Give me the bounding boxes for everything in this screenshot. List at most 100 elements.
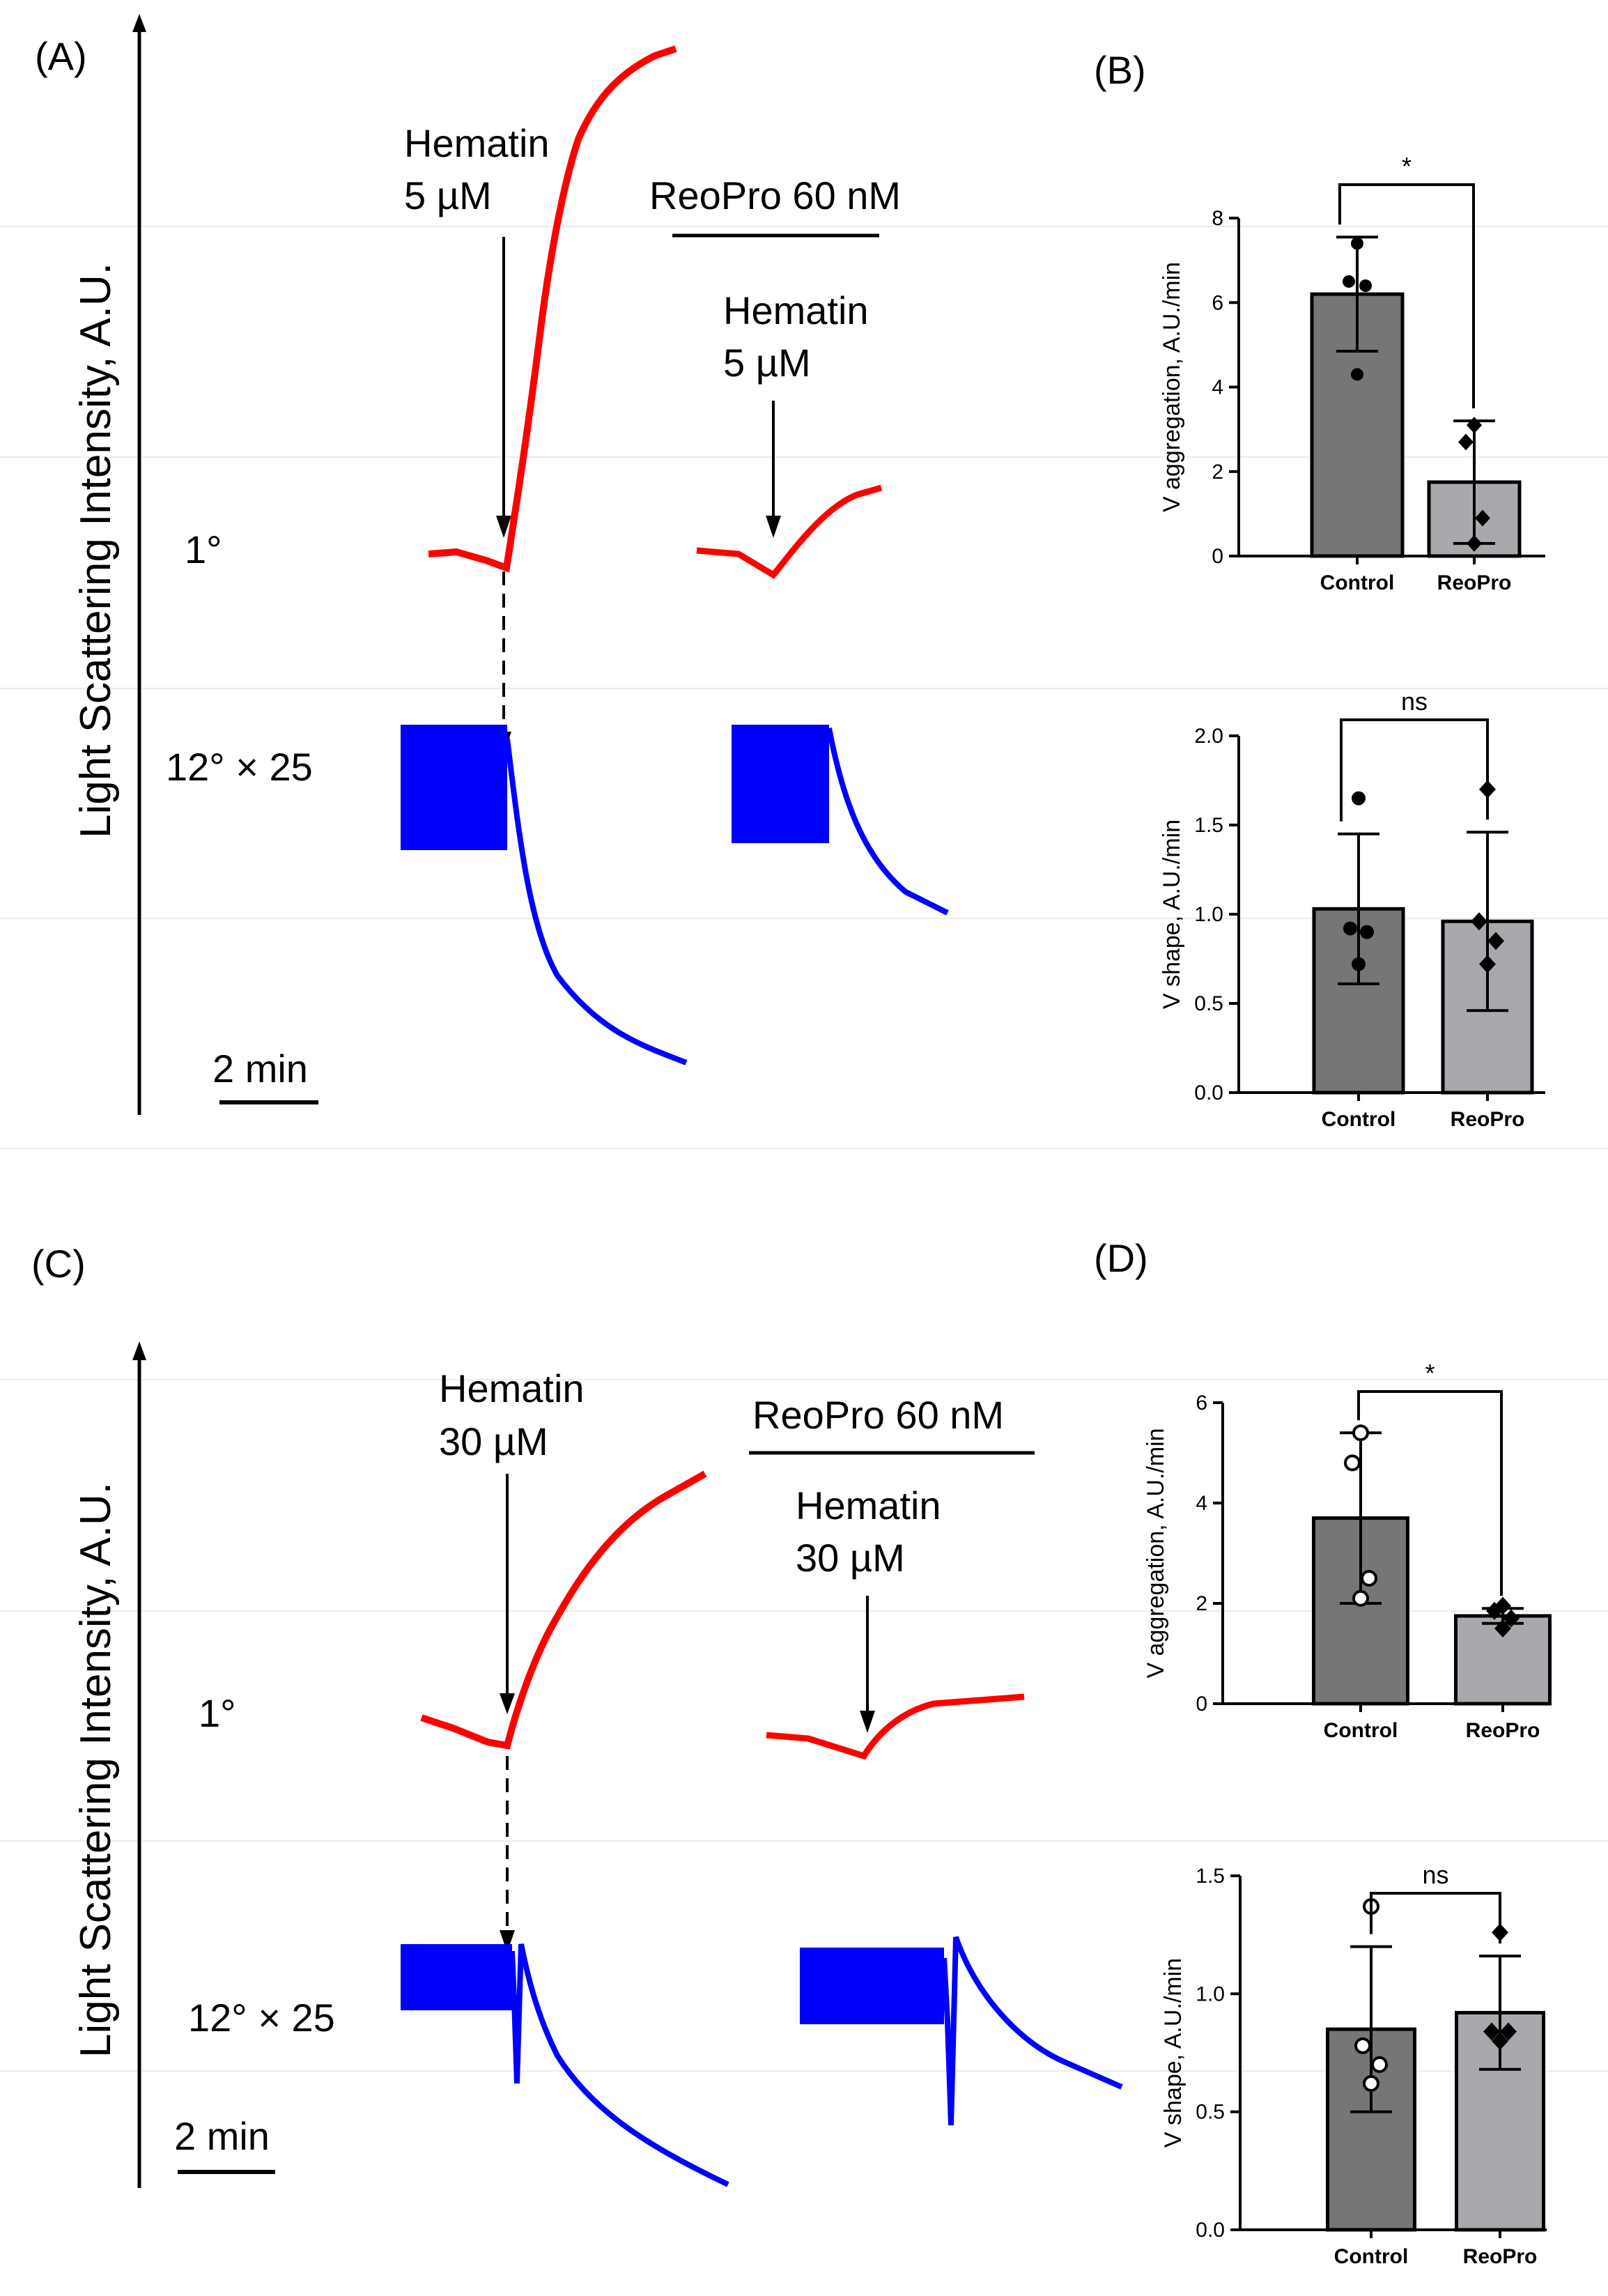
panel-a-decay-curve (504, 738, 688, 1065)
data-point (1492, 2032, 1508, 2051)
panel-a-row-1deg: 1° (185, 527, 222, 571)
panel-a-hematin-label: Hematin (404, 121, 550, 165)
y-tick-label: 2 (1212, 461, 1223, 484)
panel-c-hematin-label: Hematin (439, 1366, 585, 1410)
data-point (1371, 2056, 1388, 2073)
panel-c-label: (C) (31, 1242, 86, 1286)
chart-B-aggregation: 0 2 4 6 8 V aggregation, A.U./min Control ReoPr… (1159, 152, 1545, 594)
significance-label: * (1402, 152, 1412, 180)
bar-charts: 0 2 4 6 8 V aggregation, A.U./min Control ReoPr… (1143, 152, 1552, 2268)
y-axis-label: V shape, A.U./min (1160, 1958, 1186, 2148)
panel-a: (A) Light Scattering Intensity, A.U. 1° … (35, 14, 949, 1115)
panel-a-row-12deg: 12° × 25 (166, 745, 313, 789)
data-point (1500, 2022, 1517, 2041)
x-tick-label: ReoPro (1466, 1719, 1540, 1742)
x-tick-label: ReoPro (1437, 571, 1512, 594)
panel-c-noise-block (401, 1944, 512, 2010)
data-point (1467, 417, 1482, 434)
data-point (1467, 534, 1482, 552)
data-point (1494, 1619, 1511, 1638)
data-point (1360, 925, 1374, 939)
x-tick-label: ReoPro (1451, 1108, 1525, 1131)
data-point (1487, 932, 1504, 950)
data-point (1351, 368, 1363, 381)
y-tick-label: 0 (1196, 1693, 1207, 1716)
y-tick-label: 0.5 (1194, 992, 1223, 1015)
panel-a-hematin2-dose: 5 µM (723, 341, 811, 385)
significance-bracket (1357, 1390, 1503, 1596)
data-point (1483, 2022, 1500, 2041)
panel-a-trace-1deg-reopro (696, 484, 883, 579)
y-tick-label: 1.5 (1196, 1865, 1225, 1888)
y-tick-label: 6 (1196, 1392, 1207, 1415)
data-point (1354, 2037, 1371, 2054)
data-point (1503, 1609, 1520, 1628)
panel-c-reopro-label: ReoPro 60 nM (752, 1393, 1004, 1437)
data-point (1359, 279, 1372, 292)
panel-c-dashed-arrowhead (500, 1930, 515, 1952)
data-point (1479, 955, 1496, 973)
y-tick-label: 8 (1212, 207, 1223, 230)
panel-a-noise-block-2 (732, 725, 829, 843)
panel-c-hematin2-dose: 30 µM (796, 1536, 905, 1580)
y-tick-label: 1.5 (1194, 814, 1223, 837)
data-point (1352, 1589, 1369, 1607)
significance-label: ns (1401, 687, 1428, 716)
data-point (1352, 1424, 1369, 1442)
panel-c-trace-1deg-reopro (766, 1693, 1025, 1760)
y-tick-label: 2 (1196, 1592, 1207, 1615)
panel-c-hematin-dose: 30 µM (439, 1419, 548, 1463)
x-tick-label: Control (1324, 1719, 1398, 1742)
data-point (1344, 1454, 1361, 1472)
panel-a-hematin-dose: 5 µM (404, 174, 492, 217)
x-tick-label: Control (1322, 1108, 1396, 1131)
panel-a-y-axis-label: Light Scattering Intensity, A.U. (72, 263, 120, 838)
y-tick-label: 0.0 (1196, 2219, 1225, 2242)
y-tick-label: 2.0 (1194, 725, 1223, 748)
y-tick-label: 0 (1212, 545, 1223, 568)
significance-bracket (1340, 718, 1489, 822)
data-point (1352, 791, 1366, 806)
panel-c-row-12deg: 12° × 25 (188, 1996, 335, 2040)
panel-c-scale-label: 2 min (174, 2114, 270, 2158)
panel-c-decay-curve (509, 1943, 729, 2187)
x-tick-label: Control (1334, 2245, 1409, 2268)
y-axis-label: V aggregation, A.U./min (1159, 262, 1185, 512)
panel-a-decay-curve-2 (826, 727, 949, 916)
significance-label: ns (1422, 1860, 1448, 1889)
y-tick-label: 0.0 (1194, 1081, 1223, 1104)
panel-a-label: (A) (35, 34, 87, 78)
panel-b-label: (B) (1094, 48, 1146, 92)
background-gridlines (0, 226, 1608, 2072)
data-point (1351, 237, 1363, 250)
panel-a-trace-1deg-control (428, 45, 677, 573)
significance-bracket (1338, 183, 1475, 408)
panel-a-y-axis-arrowhead (132, 14, 146, 32)
data-point (1343, 275, 1355, 288)
y-axis-label: V shape, A.U./min (1159, 819, 1185, 1009)
panel-c-hematin2-label: Hematin (796, 1484, 941, 1527)
panel-c: (C) Light Scattering Intensity, A.U. 1° … (31, 1242, 1123, 2188)
panel-c-decay-curve-2 (941, 1936, 1123, 2126)
y-tick-label: 0.5 (1196, 2101, 1225, 2124)
panel-a-hematin-arrowhead (496, 516, 511, 538)
panel-c-y-axis-label: Light Scattering Intensity, A.U. (72, 1482, 120, 2058)
panel-a-hematin2-arrowhead (766, 516, 781, 538)
chart-D-aggregation: 0 2 4 6 V aggregation, A.U./min Control ReoPro… (1143, 1359, 1552, 1742)
panel-a-trace-12deg-reopro (732, 725, 949, 916)
panel-c-hematin-arrowhead (500, 1693, 515, 1714)
chart-B-shape: 0.0 0.5 1.0 1.5 2.0 V shape, A.U./min Control R… (1159, 687, 1545, 1131)
panel-a-reopro-label: ReoPro 60 nM (649, 174, 901, 217)
panel-a-noise-block (401, 725, 507, 850)
data-point (1363, 2075, 1379, 2093)
significance-bracket (1370, 1892, 1501, 1944)
panel-a-trace-12deg-control (401, 725, 688, 1065)
y-tick-label: 1.0 (1194, 903, 1223, 926)
data-point (1475, 509, 1490, 527)
data-point (1471, 912, 1487, 931)
chart-D-shape: 0.0 0.5 1.0 1.5 V shape, A.U./min Control ReoP… (1160, 1860, 1547, 2268)
panel-c-trace-12deg-reopro (800, 1936, 1123, 2126)
data-point (1352, 957, 1366, 971)
panel-c-noise-block-2 (800, 1948, 944, 2024)
data-point (1343, 921, 1357, 936)
